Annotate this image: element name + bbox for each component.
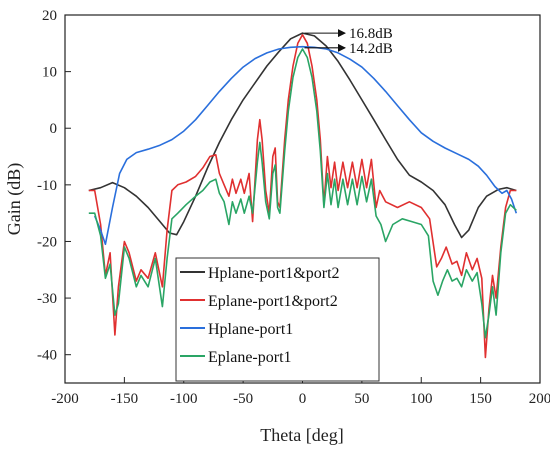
legend-label: Eplane-port1&port2	[208, 293, 338, 310]
x-tick-label: 0	[299, 391, 307, 407]
y-tick-label: -20	[37, 234, 57, 250]
y-tick-label: 20	[42, 8, 57, 24]
series-lines	[88, 32, 518, 359]
y-axis-title: Gain (dB)	[4, 163, 25, 235]
legend-box	[175, 257, 380, 382]
x-tick-label: -50	[233, 391, 253, 407]
x-axis-title: Theta [deg]	[260, 425, 343, 445]
y-tick-label: -30	[37, 291, 57, 307]
annotation-label: 16.8dB	[349, 26, 393, 42]
series-line-eplane-port1-port2	[88, 33, 517, 359]
legend: Hplane-port1&port2 Eplane-port1&port2 Hpla…	[175, 257, 380, 382]
x-tick-label: -200	[51, 391, 79, 407]
series-line-hplane-port1-port2	[88, 32, 517, 239]
y-tick-label: 0	[50, 121, 58, 137]
x-tick-label: 150	[469, 391, 492, 407]
y-tick-label: 10	[42, 65, 57, 81]
legend-label: Hplane-port1&port2	[208, 265, 340, 282]
legend-label: Hplane-port1	[208, 321, 293, 338]
y-tick-label: -10	[37, 178, 57, 194]
x-tick-label: 100	[410, 391, 433, 407]
y-tick-label: -40	[37, 348, 57, 364]
x-tick-label: -100	[170, 391, 198, 407]
x-tick-label: -150	[111, 391, 139, 407]
y-axis: -40 -30 -20 -10 0 10 20	[37, 8, 71, 364]
annotation-label: 14.2dB	[349, 41, 393, 57]
x-tick-label: 200	[529, 391, 550, 407]
series-line-eplane-port1	[88, 48, 517, 339]
x-tick-label: 50	[354, 391, 369, 407]
legend-label: Eplane-port1	[208, 349, 292, 366]
series-line-hplane-port1	[93, 45, 518, 246]
